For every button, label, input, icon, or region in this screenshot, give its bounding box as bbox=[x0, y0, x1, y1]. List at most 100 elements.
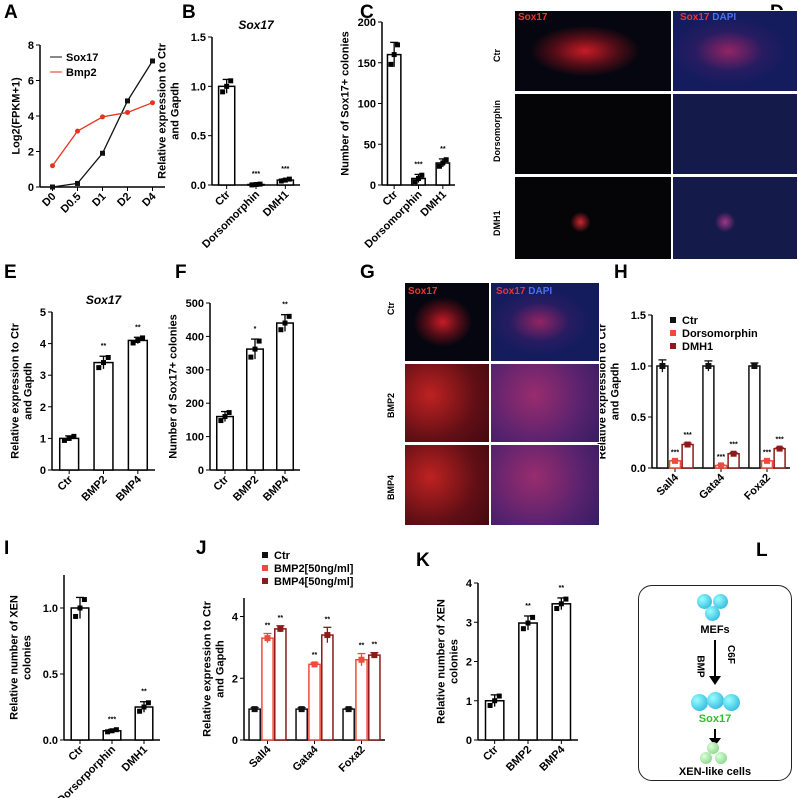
e-y-axis-label: Relative expression to Ctrand Gapdh bbox=[10, 322, 35, 458]
c-data-point bbox=[436, 163, 442, 169]
j-data-point bbox=[358, 656, 365, 663]
f-data-point bbox=[278, 327, 284, 333]
f-bar bbox=[246, 348, 264, 471]
k-data-point bbox=[487, 702, 493, 708]
b-y-tick-label: 0.0 bbox=[191, 180, 206, 192]
a-x-tick-label: D0 bbox=[40, 191, 58, 209]
c-data-point bbox=[388, 61, 394, 67]
b-data-point bbox=[224, 83, 230, 89]
k-data-point bbox=[492, 698, 498, 704]
h-bar-2 bbox=[681, 443, 694, 469]
c-data-point bbox=[391, 52, 397, 58]
d-row-dorsomorphin: Dorsomorphin bbox=[492, 100, 502, 162]
c-data-point bbox=[412, 179, 418, 185]
c6f-label: C6F bbox=[724, 645, 736, 664]
e-data-point bbox=[71, 433, 77, 439]
k-data-point bbox=[496, 693, 502, 699]
arrow-down-icon bbox=[714, 640, 716, 678]
panel-label-h: H bbox=[614, 262, 628, 283]
k-bar bbox=[518, 622, 538, 741]
d-dmh1-sox17-image bbox=[514, 176, 672, 260]
a-point bbox=[50, 184, 55, 190]
j-bar-0 bbox=[295, 708, 308, 741]
b-data-point bbox=[286, 176, 292, 182]
sox17-cell-icon bbox=[723, 694, 740, 711]
f-significance: ** bbox=[282, 302, 288, 309]
g-row-ctr: Ctr bbox=[386, 302, 396, 315]
h-y-tick-label: 1.0 bbox=[631, 361, 646, 373]
c-data-point bbox=[419, 172, 425, 178]
e-data-point bbox=[101, 360, 106, 366]
j-bar-1 bbox=[308, 663, 321, 741]
b-significance: *** bbox=[252, 171, 260, 178]
f-data-point bbox=[256, 338, 262, 344]
j-data-point bbox=[311, 661, 318, 668]
i-data-point bbox=[81, 597, 87, 603]
i-data-point bbox=[145, 700, 151, 706]
xen-like-cells-label: XEN-like cells bbox=[678, 766, 752, 778]
b-data-point bbox=[257, 181, 263, 187]
c-y-tick-label: 0 bbox=[370, 180, 376, 192]
b-x-tick-label: Ctr bbox=[213, 188, 233, 208]
f-significance: * bbox=[254, 326, 257, 333]
a-y-tick-label: 2 bbox=[28, 147, 34, 159]
xen-cell-icon bbox=[715, 752, 727, 764]
h-significance: *** bbox=[671, 449, 679, 456]
d-row-ctr: Ctr bbox=[492, 49, 502, 62]
h-data-point bbox=[776, 445, 783, 452]
k-data-point bbox=[558, 601, 564, 607]
a-x-tick-label: D0.5 bbox=[59, 191, 84, 216]
g-col2-sox17: Sox17 bbox=[496, 286, 526, 297]
f-y-tick-label: 400 bbox=[186, 331, 204, 343]
e-y-tick-label: 5 bbox=[40, 307, 46, 319]
k-significance: ** bbox=[525, 603, 531, 610]
a-point bbox=[100, 114, 105, 120]
e-y-tick-label: 1 bbox=[40, 433, 46, 445]
h-significance: *** bbox=[684, 432, 692, 439]
k-x-tick-label: Ctr bbox=[481, 743, 501, 763]
b-data-point bbox=[278, 178, 284, 184]
e-x-tick-label: BMP4 bbox=[114, 473, 145, 504]
a-point bbox=[125, 98, 130, 104]
e-significance: ** bbox=[101, 343, 107, 350]
h-legend-swatch bbox=[670, 330, 676, 336]
h-significance: *** bbox=[763, 449, 771, 456]
a-line-bmp2 bbox=[51, 102, 153, 167]
b-y-tick-label: 1.0 bbox=[191, 81, 206, 93]
f-bar bbox=[216, 415, 234, 471]
e-y-tick-label: 3 bbox=[40, 370, 46, 382]
c-y-tick-label: 50 bbox=[364, 139, 376, 151]
e-y-tick-label: 0 bbox=[40, 465, 46, 477]
d-dorso-merge-image bbox=[672, 93, 798, 175]
d-col2-label: Sox17 DAPI bbox=[680, 12, 736, 23]
xen-cell-icon bbox=[707, 742, 719, 754]
panel-label-e: E bbox=[4, 262, 17, 283]
f-data-point bbox=[218, 418, 224, 424]
e-title: Sox17 bbox=[86, 293, 123, 307]
a-y-tick-label: 0 bbox=[28, 182, 34, 194]
j-data-point bbox=[371, 652, 378, 659]
h-significance: *** bbox=[776, 437, 784, 444]
d-dmh1-merge-image bbox=[672, 176, 798, 260]
f-data-point bbox=[222, 414, 228, 420]
h-significance: *** bbox=[730, 442, 738, 449]
a-line-sox17 bbox=[52, 60, 154, 188]
i-data-point bbox=[73, 613, 79, 619]
panel-label-j: J bbox=[196, 538, 207, 559]
j-legend-label: Ctr bbox=[274, 550, 291, 562]
f-x-tick-label: Ctr bbox=[211, 473, 231, 493]
j-bar-2 bbox=[274, 628, 287, 741]
j-y-tick-label: 0 bbox=[232, 735, 238, 747]
j-legend-swatch bbox=[262, 552, 268, 558]
a-x-tick-label: D2 bbox=[115, 191, 133, 209]
j-y-tick-label: 4 bbox=[232, 612, 239, 624]
j-significance: ** bbox=[312, 652, 318, 659]
b-bar bbox=[217, 85, 236, 186]
a-x-tick-label: D1 bbox=[90, 191, 108, 209]
i-y-tick-label: 0.5 bbox=[43, 669, 58, 681]
j-significance: ** bbox=[278, 615, 284, 622]
c-data-point bbox=[440, 160, 446, 166]
h-legend-label: Ctr bbox=[682, 315, 699, 327]
e-y-tick-label: 4 bbox=[40, 339, 47, 351]
